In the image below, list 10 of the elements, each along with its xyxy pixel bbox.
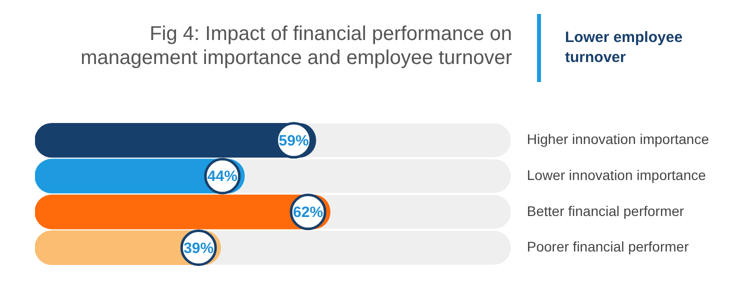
data-label: 39% <box>184 240 214 257</box>
text: Lower employee turnover <box>565 28 684 68</box>
y-tick-label: Higher innovation importance <box>526 131 710 148</box>
y-tick-label: Poorer financial performer <box>526 238 690 255</box>
y-tick-label: Better financial performer <box>526 202 684 219</box>
data-label: 62% <box>293 204 324 222</box>
y-tick-label: Lower innovation importance <box>526 166 706 183</box>
data-label: 59% <box>278 132 309 150</box>
data-label: 44% <box>207 168 238 186</box>
chart-title: Fig 4: Impact of financial performance on management importance and employee turnover <box>80 22 512 70</box>
